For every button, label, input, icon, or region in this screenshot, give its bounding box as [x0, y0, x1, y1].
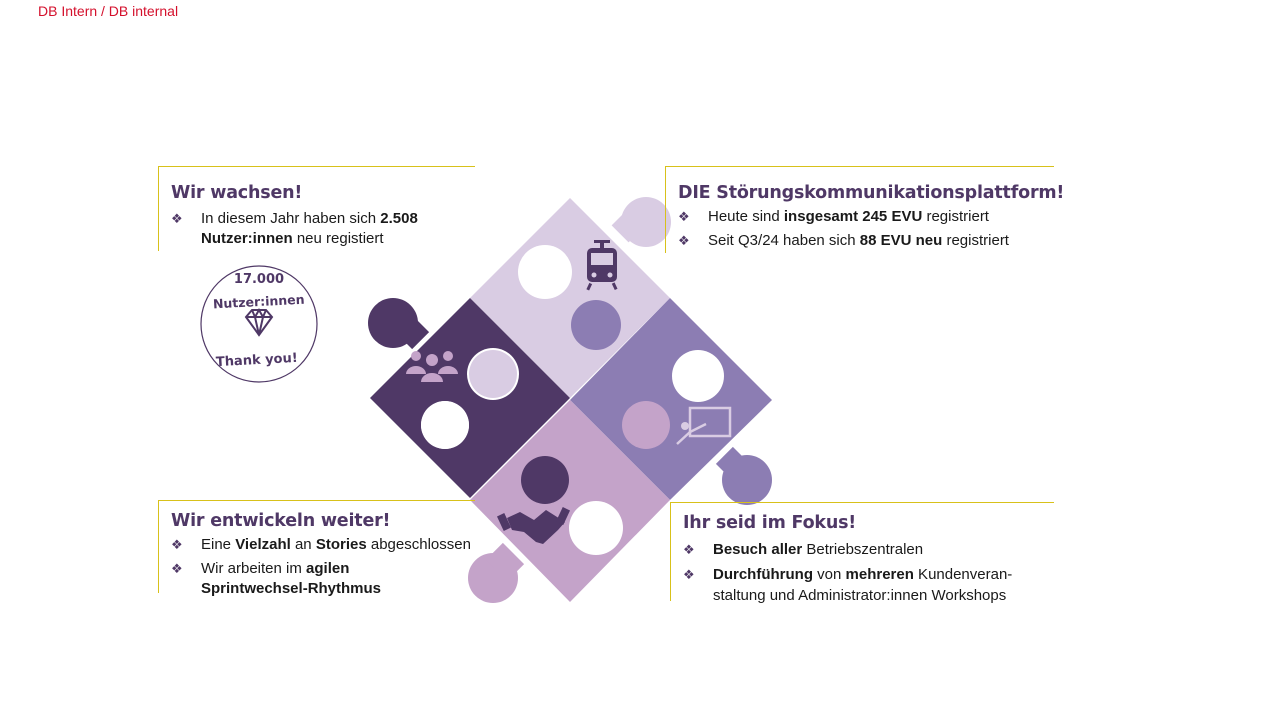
bullet-item: ❖ Eine Vielzahl an Stories abgeschlossen — [171, 535, 471, 555]
section-heading: Wir wachsen! — [171, 183, 303, 203]
badge-thanks: Thank you! — [216, 351, 299, 370]
thank-you-badge: 17.000 Nutzer:innen Thank you! — [200, 265, 318, 383]
bullet-item: ❖ Wir arbeiten im agilen Sprintwechsel-R… — [171, 559, 471, 599]
section-heading: Wir entwickeln weiter! — [171, 511, 391, 531]
bullet-text: abgeschlossen — [366, 536, 471, 553]
bullet-diamond-icon: ❖ — [171, 561, 183, 576]
bullet-item: ❖ Durchführung von mehreren Kundenveran-… — [683, 564, 1012, 606]
section-ihr-seid-im-fokus: Ihr seid im Fokus! ❖ Besuch aller Betrie… — [670, 502, 1054, 604]
bullet-diamond-icon: ❖ — [678, 233, 690, 248]
bullet-text: Betriebszentralen — [802, 541, 924, 558]
bullet-diamond-icon: ❖ — [683, 542, 695, 557]
bullet-bold: Stories — [315, 536, 367, 553]
diamond-icon — [244, 307, 274, 337]
section-heading: Ihr seid im Fokus! — [683, 513, 857, 533]
bullet-text: Seit Q3/24 haben sich — [708, 232, 860, 249]
bullet-bold: Vielzahl — [235, 536, 291, 553]
bullet-item: ❖ Seit Q3/24 haben sich 88 EVU neu regis… — [678, 231, 1009, 251]
bullet-bold: Durchführung — [713, 566, 813, 583]
bullet-text: staltung und Administrator:innen Worksho… — [713, 587, 1007, 604]
classification-label: DB Intern / DB internal — [38, 3, 179, 19]
bullet-bold: Sprintwechsel-Rhythmus — [201, 580, 382, 597]
bullet-text: Wir arbeiten im — [201, 560, 307, 577]
bullet-bold: 2.508 — [380, 210, 418, 227]
bullet-item: ❖ Heute sind insgesamt 245 EVU registrie… — [678, 207, 1009, 227]
bullet-bold: mehreren — [845, 566, 914, 583]
section-heading: DIE Störungskommunikationsplattform! — [678, 183, 1065, 203]
bullet-text: Heute sind — [708, 208, 784, 225]
bullet-list: ❖ Eine Vielzahl an Stories abgeschlossen… — [171, 535, 471, 603]
handshake-icon — [496, 507, 571, 544]
tram-icon — [586, 240, 618, 291]
badge-label: Nutzer:innen — [213, 292, 305, 312]
bullet-list: ❖ In diesem Jahr haben sich 2.508 Nutzer… — [171, 209, 418, 253]
bullet-text: Kundenveran- — [913, 566, 1013, 583]
badge-count: 17.000 — [234, 272, 284, 287]
bullet-text: neu registiert — [292, 230, 384, 247]
bullet-text: von — [812, 566, 846, 583]
presentation-icon — [676, 406, 732, 445]
section-wir-wachsen: Wir wachsen! ❖ In diesem Jahr haben sich… — [158, 166, 475, 251]
bullet-list: ❖ Besuch aller Betriebszentralen ❖ Durch… — [683, 539, 1012, 610]
bullet-diamond-icon: ❖ — [683, 567, 695, 582]
bullet-diamond-icon: ❖ — [171, 537, 183, 552]
bullet-item: ❖ In diesem Jahr haben sich 2.508 Nutzer… — [171, 209, 418, 249]
bullet-bold: Besuch aller — [713, 541, 803, 558]
section-plattform: DIE Störungskommunikationsplattform! ❖ H… — [665, 166, 1064, 255]
bullet-bold: insgesamt 245 EVU — [783, 208, 923, 225]
section-wir-entwickeln: Wir entwickeln weiter! ❖ Eine Vielzahl a… — [158, 500, 475, 597]
bullet-bold: 88 EVU neu — [859, 232, 943, 249]
bullet-diamond-icon: ❖ — [171, 211, 183, 226]
bullet-text: registriert — [942, 232, 1009, 249]
bullet-text: registriert — [922, 208, 989, 225]
bullet-bold: Nutzer:innen — [201, 230, 293, 247]
bullet-bold: agilen — [306, 560, 350, 577]
bullet-item: ❖ Besuch aller Betriebszentralen — [683, 539, 1012, 560]
bullet-list: ❖ Heute sind insgesamt 245 EVU registrie… — [678, 207, 1009, 255]
bullet-text: In diesem Jahr haben sich — [201, 210, 381, 227]
group-icon — [406, 351, 458, 382]
bullet-text: an — [290, 536, 316, 553]
bullet-text: Eine — [201, 536, 236, 553]
bullet-diamond-icon: ❖ — [678, 209, 690, 224]
